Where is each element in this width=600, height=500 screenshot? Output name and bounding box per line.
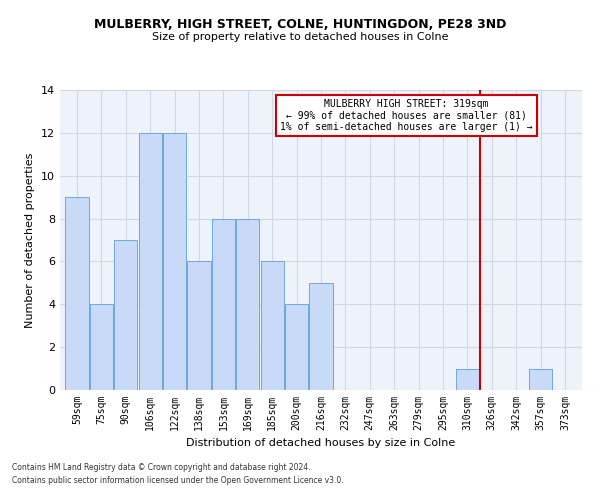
X-axis label: Distribution of detached houses by size in Colne: Distribution of detached houses by size … xyxy=(187,438,455,448)
Bar xyxy=(260,262,284,390)
Bar xyxy=(456,368,479,390)
Bar xyxy=(285,304,308,390)
Bar xyxy=(114,240,137,390)
Text: MULBERRY HIGH STREET: 319sqm
← 99% of detached houses are smaller (81)
1% of sem: MULBERRY HIGH STREET: 319sqm ← 99% of de… xyxy=(280,98,533,132)
Text: Size of property relative to detached houses in Colne: Size of property relative to detached ho… xyxy=(152,32,448,42)
Bar xyxy=(236,218,259,390)
Bar xyxy=(139,133,162,390)
Bar xyxy=(163,133,186,390)
Bar xyxy=(187,262,211,390)
Bar xyxy=(529,368,552,390)
Bar xyxy=(65,197,89,390)
Text: MULBERRY, HIGH STREET, COLNE, HUNTINGDON, PE28 3ND: MULBERRY, HIGH STREET, COLNE, HUNTINGDON… xyxy=(94,18,506,30)
Y-axis label: Number of detached properties: Number of detached properties xyxy=(25,152,35,328)
Bar xyxy=(90,304,113,390)
Bar xyxy=(212,218,235,390)
Text: Contains HM Land Registry data © Crown copyright and database right 2024.: Contains HM Land Registry data © Crown c… xyxy=(12,464,311,472)
Bar xyxy=(310,283,332,390)
Text: Contains public sector information licensed under the Open Government Licence v3: Contains public sector information licen… xyxy=(12,476,344,485)
